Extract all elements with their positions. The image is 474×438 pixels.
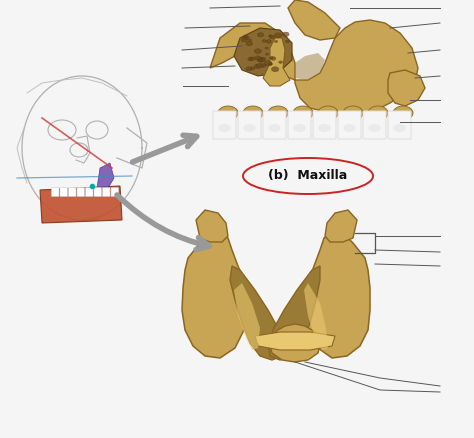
Ellipse shape — [393, 106, 413, 120]
Ellipse shape — [249, 57, 255, 60]
Ellipse shape — [266, 40, 271, 43]
Polygon shape — [230, 266, 285, 360]
Polygon shape — [304, 283, 328, 350]
Polygon shape — [288, 0, 340, 40]
Ellipse shape — [264, 61, 272, 66]
Ellipse shape — [246, 67, 252, 71]
FancyBboxPatch shape — [388, 111, 411, 139]
Ellipse shape — [268, 106, 288, 120]
Ellipse shape — [246, 42, 253, 46]
FancyBboxPatch shape — [60, 187, 67, 197]
Ellipse shape — [218, 124, 231, 132]
FancyBboxPatch shape — [288, 111, 311, 139]
Ellipse shape — [393, 124, 406, 132]
Ellipse shape — [269, 63, 273, 65]
FancyBboxPatch shape — [111, 187, 118, 197]
Ellipse shape — [343, 124, 356, 132]
Ellipse shape — [269, 35, 272, 37]
Ellipse shape — [318, 106, 338, 120]
Ellipse shape — [279, 61, 283, 64]
Ellipse shape — [243, 106, 263, 120]
Ellipse shape — [250, 67, 255, 70]
Ellipse shape — [272, 67, 279, 72]
Ellipse shape — [293, 124, 306, 132]
Ellipse shape — [260, 57, 266, 61]
Ellipse shape — [283, 32, 289, 36]
Ellipse shape — [265, 53, 269, 55]
Ellipse shape — [285, 40, 289, 43]
Ellipse shape — [270, 57, 273, 59]
Ellipse shape — [271, 57, 276, 60]
Polygon shape — [255, 332, 335, 350]
FancyBboxPatch shape — [69, 187, 76, 197]
Polygon shape — [97, 163, 114, 190]
Ellipse shape — [256, 64, 263, 68]
Ellipse shape — [244, 36, 249, 40]
Polygon shape — [234, 283, 260, 350]
FancyBboxPatch shape — [213, 111, 236, 139]
Ellipse shape — [274, 40, 278, 42]
FancyBboxPatch shape — [313, 111, 336, 139]
Ellipse shape — [218, 106, 238, 120]
Polygon shape — [325, 210, 357, 242]
Ellipse shape — [268, 124, 281, 132]
Polygon shape — [268, 324, 322, 362]
Polygon shape — [305, 233, 370, 358]
Ellipse shape — [244, 35, 247, 38]
Ellipse shape — [262, 40, 266, 42]
Polygon shape — [268, 266, 320, 360]
Polygon shape — [388, 70, 425, 106]
Ellipse shape — [268, 63, 272, 65]
Ellipse shape — [255, 64, 260, 68]
Text: (b)  Maxilla: (b) Maxilla — [268, 170, 347, 183]
Polygon shape — [40, 186, 122, 223]
FancyBboxPatch shape — [77, 187, 84, 197]
Ellipse shape — [255, 56, 261, 60]
FancyBboxPatch shape — [238, 111, 261, 139]
FancyBboxPatch shape — [263, 111, 286, 139]
Ellipse shape — [293, 106, 313, 120]
Polygon shape — [196, 210, 228, 242]
Ellipse shape — [261, 64, 266, 67]
Ellipse shape — [265, 47, 268, 49]
Polygon shape — [263, 38, 290, 86]
Ellipse shape — [248, 39, 252, 42]
Ellipse shape — [254, 49, 261, 53]
Ellipse shape — [257, 58, 263, 61]
Ellipse shape — [248, 58, 253, 61]
Ellipse shape — [243, 124, 256, 132]
FancyBboxPatch shape — [102, 187, 110, 197]
FancyBboxPatch shape — [85, 187, 93, 197]
Ellipse shape — [274, 33, 282, 38]
Ellipse shape — [368, 124, 381, 132]
Ellipse shape — [343, 106, 363, 120]
Polygon shape — [295, 53, 325, 80]
Polygon shape — [210, 20, 418, 116]
Ellipse shape — [241, 38, 247, 42]
Polygon shape — [182, 233, 248, 358]
Polygon shape — [234, 28, 292, 76]
Ellipse shape — [318, 124, 331, 132]
Ellipse shape — [258, 58, 264, 62]
FancyBboxPatch shape — [363, 111, 386, 139]
FancyBboxPatch shape — [52, 187, 59, 197]
Ellipse shape — [368, 106, 388, 120]
Ellipse shape — [270, 35, 274, 39]
FancyBboxPatch shape — [94, 187, 101, 197]
Ellipse shape — [257, 33, 264, 37]
FancyBboxPatch shape — [338, 111, 361, 139]
